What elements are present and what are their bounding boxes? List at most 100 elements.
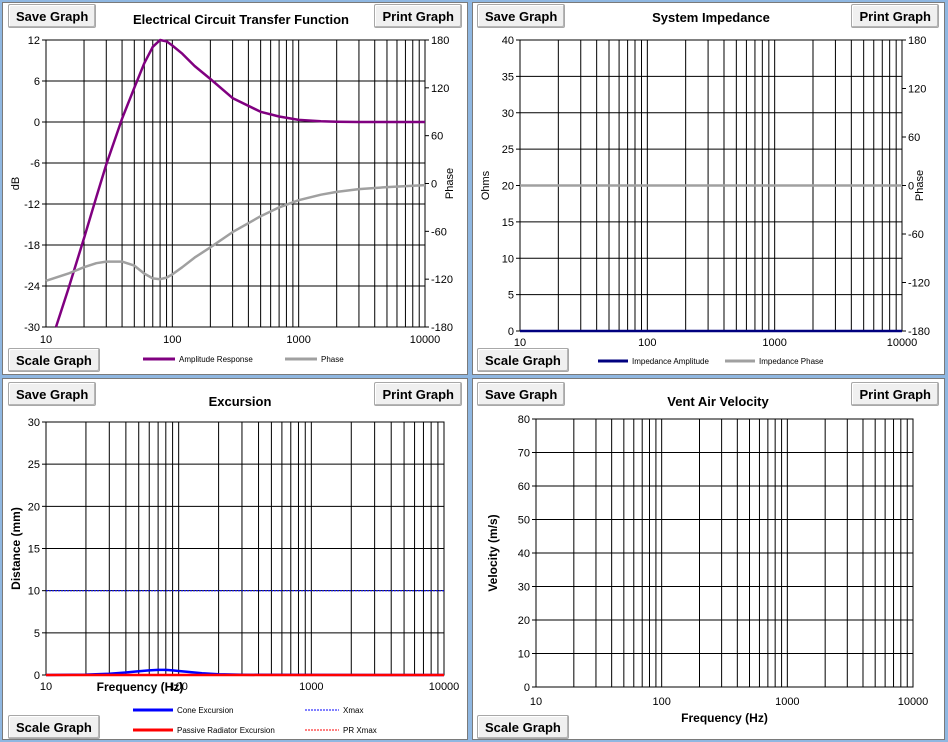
y-tick-label: 25 xyxy=(28,459,40,471)
transfer-function-panel: -30 -24 -18 -12 -6 0 6 12 -180 -120 -60 0 60 120 180 10… xyxy=(2,2,468,375)
y-tick-label: 50 xyxy=(518,515,530,527)
chart-title: Electrical Circuit Transfer Function xyxy=(133,12,349,27)
x-axis-label: Frequency (Hz) xyxy=(681,711,768,725)
y-tick-label: 35 xyxy=(502,71,514,83)
scale-graph-button[interactable]: Scale Graph xyxy=(8,348,100,372)
y-tick-label: 80 xyxy=(518,414,530,426)
chart-title: System Impedance xyxy=(652,10,770,25)
y-tick-label: 20 xyxy=(518,615,530,627)
y-axis-label: Velocity (m/s) xyxy=(486,514,500,591)
series-phase xyxy=(45,183,426,282)
plot-frame xyxy=(45,39,426,328)
y-tick-label: 0 xyxy=(508,326,514,338)
excursion-panel: 0 5 10 15 20 25 30 10 100 1000 10000 Distance (mm) F… xyxy=(2,378,468,740)
y2-tick-label: 0 xyxy=(908,181,914,193)
y-tick-label: 30 xyxy=(28,417,40,429)
y-axis-label: Ohms xyxy=(480,170,492,200)
x-tick-label: 10000 xyxy=(410,334,441,346)
y2-tick-label: 60 xyxy=(908,132,920,144)
y2-tick-label: -60 xyxy=(431,226,447,238)
y-tick-label: -24 xyxy=(24,281,40,293)
x-tick-label: 1000 xyxy=(299,681,323,693)
x-tick-label: 10000 xyxy=(887,337,918,349)
y-tick-label: 25 xyxy=(502,144,514,156)
y-tick-label: -30 xyxy=(24,322,40,334)
scale-graph-button[interactable]: Scale Graph xyxy=(477,715,569,739)
y2-axis-label: Phase xyxy=(444,168,456,199)
y2-tick-label: -180 xyxy=(908,326,930,338)
y2-tick-label: -120 xyxy=(908,278,930,290)
x-tick-label: 100 xyxy=(638,337,656,349)
print-graph-button[interactable]: Print Graph xyxy=(851,4,939,28)
system-impedance-chart: 0 5 10 15 20 25 30 35 40 -180 -120 -60 0 60 120 180 10 10… xyxy=(480,35,930,366)
y-tick-label: 12 xyxy=(28,35,40,47)
y2-tick-label: 120 xyxy=(431,83,449,95)
chart-title: Vent Air Velocity xyxy=(667,394,769,409)
print-graph-button[interactable]: Print Graph xyxy=(374,382,462,406)
y-axis-label: Distance (mm) xyxy=(9,507,23,590)
y-tick-label: 6 xyxy=(34,76,40,88)
legend-label: PR Xmax xyxy=(343,726,377,735)
chart-title: Excursion xyxy=(208,394,272,409)
x-tick-label: 10 xyxy=(40,681,52,693)
y-tick-label: 60 xyxy=(518,481,530,493)
x-tick-label: 10000 xyxy=(898,696,929,708)
x-tick-label: 100 xyxy=(652,696,670,708)
system-impedance-panel: 0 5 10 15 20 25 30 35 40 -180 -120 -60 0 60 120 180 10 10… xyxy=(472,2,945,375)
y2-tick-label: 0 xyxy=(431,179,437,191)
y-tick-label: 10 xyxy=(28,586,40,598)
x-tick-label: 10 xyxy=(40,334,52,346)
x-tick-label: 10 xyxy=(530,696,542,708)
legend-label: Impedance Amplitude xyxy=(632,357,709,366)
series-amplitude-response xyxy=(54,38,425,328)
x-axis-label: Frequency (Hz) xyxy=(97,680,184,694)
y-tick-label: -12 xyxy=(24,199,40,211)
excursion-chart: 0 5 10 15 20 25 30 10 100 1000 10000 Distance (mm) F… xyxy=(9,417,460,735)
legend-label: Impedance Phase xyxy=(759,357,824,366)
y-tick-label: 40 xyxy=(502,35,514,47)
y-tick-label: 10 xyxy=(502,253,514,265)
y-tick-label: 15 xyxy=(502,217,514,229)
x-tick-label: 100 xyxy=(169,681,187,693)
legend-label: Phase xyxy=(321,355,344,364)
y2-axis-label: Phase xyxy=(914,170,926,201)
y-tick-label: 20 xyxy=(28,501,40,513)
print-graph-button[interactable]: Print Graph xyxy=(851,382,939,406)
legend-label: Cone Excursion xyxy=(177,706,233,715)
x-tick-label: 100 xyxy=(163,334,181,346)
y2-tick-label: -120 xyxy=(431,274,453,286)
y-tick-label: 15 xyxy=(28,544,40,556)
x-tick-label: 10 xyxy=(514,337,526,349)
x-tick-label: 10000 xyxy=(429,681,460,693)
y2-tick-label: 120 xyxy=(908,84,926,96)
y-tick-label: -6 xyxy=(30,158,40,170)
x-tick-label: 1000 xyxy=(762,337,786,349)
scale-graph-button[interactable]: Scale Graph xyxy=(8,715,100,739)
y-tick-label: 0 xyxy=(34,117,40,129)
y-tick-label: 5 xyxy=(508,290,514,302)
vent-air-velocity-panel: 0 10 20 30 40 50 60 70 80 10 100 1000 10000 Velocity … xyxy=(472,378,945,740)
scale-graph-button[interactable]: Scale Graph xyxy=(477,348,569,372)
y-tick-label: 20 xyxy=(502,181,514,193)
y2-tick-label: 180 xyxy=(908,35,926,47)
save-graph-button[interactable]: Save Graph xyxy=(8,382,97,406)
x-tick-label: 1000 xyxy=(775,696,799,708)
legend-label: Xmax xyxy=(343,706,363,715)
y2-tick-label: -180 xyxy=(431,322,453,334)
save-graph-button[interactable]: Save Graph xyxy=(477,382,566,406)
transfer-function-chart: -30-24-18-12-60612-180-120-6006012018010… xyxy=(10,35,456,364)
save-graph-button[interactable]: Save Graph xyxy=(477,4,566,28)
y-tick-label: 40 xyxy=(518,548,530,560)
y-tick-label: -18 xyxy=(24,240,40,252)
y2-tick-label: -60 xyxy=(908,229,924,241)
legend-label: Amplitude Response xyxy=(179,355,253,364)
x-tick-label: 1000 xyxy=(286,334,310,346)
legend-label: Passive Radiator Excursion xyxy=(177,726,275,735)
y-axis-label: dB xyxy=(10,177,22,190)
print-graph-button[interactable]: Print Graph xyxy=(374,4,462,28)
y2-tick-label: 180 xyxy=(431,35,449,47)
save-graph-button[interactable]: Save Graph xyxy=(8,4,97,28)
y-tick-label: 30 xyxy=(518,582,530,594)
y-tick-label: 0 xyxy=(524,682,530,694)
